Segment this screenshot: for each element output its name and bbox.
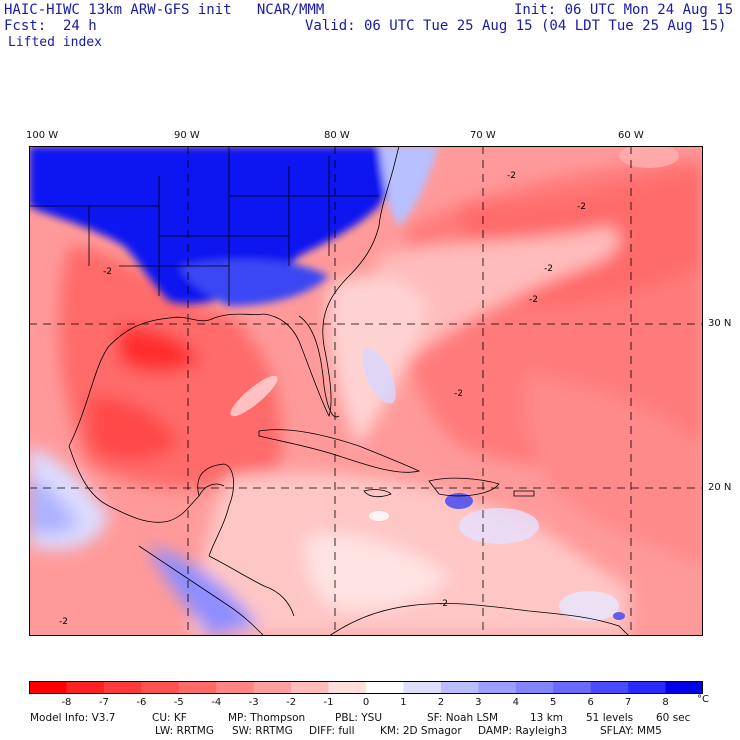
colorbar-swatch [665, 681, 703, 694]
contour-label: -2 [529, 295, 538, 305]
contour-label: -2 [103, 267, 112, 277]
colorbar-swatch [141, 681, 180, 694]
colorbar-tick-label: 2 [437, 697, 445, 708]
colorbar-tick-label: -6 [136, 697, 147, 708]
model-info-diff: DIFF: full [309, 725, 355, 737]
lat-label-20n: 20 N [708, 482, 732, 493]
lat-label-30n: 30 N [708, 318, 732, 329]
lon-label-100w: 100 W [26, 130, 59, 141]
colorbar-frame [29, 681, 703, 694]
colorbar-tick-label: -5 [173, 697, 184, 708]
colorbar-tick-label: 8 [662, 697, 669, 708]
colorbar-swatch [291, 681, 330, 694]
colorbar [29, 681, 703, 694]
colorbar-tick-label: -4 [211, 697, 222, 708]
colorbar-tick-label: 3 [475, 697, 482, 708]
model-info-sflay: SFLAY: MM5 [600, 725, 662, 737]
colorbar-swatch [253, 681, 292, 694]
model-info-pbl: PBL: YSU [335, 712, 383, 724]
contour-label: -2 [59, 617, 68, 627]
colorbar-swatch [178, 681, 217, 694]
colorbar-tick-label: -1 [323, 697, 334, 708]
colorbar-tick-label: -8 [61, 697, 72, 708]
model-info-levels: 51 levels [586, 712, 634, 724]
colorbar-swatch [403, 681, 442, 694]
colorbar-swatch [553, 681, 592, 694]
colorbar-swatch [216, 681, 255, 694]
model-info-version: Model Info: V3.7 [30, 712, 116, 724]
model-info-res: 13 km [530, 712, 564, 724]
colorbar-swatch [628, 681, 667, 694]
lifted-index-map: -2 -2 -2 -2 -2 -2 -2 -2 [29, 146, 703, 636]
field-shading [29, 156, 703, 636]
contour-label: -2 [544, 264, 553, 274]
colorbar-swatch [440, 681, 479, 694]
map-frame [29, 146, 703, 636]
contour-label: -2 [454, 389, 463, 399]
model-info-cu: CU: KF [152, 712, 187, 724]
contour-labels: -2 -2 -2 -2 -2 -2 -2 -2 [59, 171, 586, 627]
model-info-lw: LW: RRTMG [155, 725, 214, 737]
colorbar-tick-label: 6 [587, 697, 594, 708]
colorbar-tick-label: -2 [286, 697, 297, 708]
colorbar-tick-label: 1 [400, 697, 407, 708]
colorbar-unit: °C [697, 694, 709, 705]
colorbar-swatch [366, 681, 404, 694]
contour-label: -2 [439, 599, 448, 609]
coastlines [29, 146, 630, 636]
lon-label-90w: 90 W [174, 130, 200, 141]
model-info-sf: SF: Noah LSM [427, 712, 499, 724]
colorbar-swatch [515, 681, 554, 694]
valid-time: Valid: 06 UTC Tue 25 Aug 15 (04 LDT Tue … [305, 18, 727, 34]
colorbar-tick-label: -3 [248, 697, 259, 708]
lon-label-80w: 80 W [324, 130, 350, 141]
forecast-hour: Fcst: 24 h [4, 18, 97, 34]
colorbar-swatch [66, 681, 105, 694]
lon-label-70w: 70 W [470, 130, 496, 141]
model-title: HAIC-HIWC 13km ARW-GFS init NCAR/MMM [4, 2, 325, 18]
model-info-sw: SW: RRTMG [232, 725, 293, 737]
colorbar-tick-label: 0 [362, 697, 370, 708]
colorbar-tick-label: -7 [98, 697, 109, 708]
lon-label-60w: 60 W [618, 130, 644, 141]
colorbar-tick-label: 7 [624, 697, 632, 708]
colorbar-swatch [478, 681, 517, 694]
contour-label: -2 [507, 171, 516, 181]
field-name: Lifted index [8, 35, 102, 50]
model-info-mp: MP: Thompson [228, 712, 306, 724]
colorbar-tick-label: 4 [512, 697, 519, 708]
colorbar-swatch [590, 681, 629, 694]
model-info-timestep: 60 sec [656, 712, 691, 724]
colorbar-swatch [328, 681, 367, 694]
colorbar-swatch [103, 681, 142, 694]
model-info-damp: DAMP: Rayleigh3 [478, 725, 568, 737]
colorbar-tick-label: 5 [550, 697, 557, 708]
contour-label: -2 [577, 202, 586, 212]
model-info-km: KM: 2D Smagor [380, 725, 462, 737]
pale-patches [230, 146, 679, 621]
colorbar-swatch [29, 681, 67, 694]
graticule [29, 146, 703, 636]
init-time: Init: 06 UTC Mon 24 Aug 15 [514, 2, 734, 18]
